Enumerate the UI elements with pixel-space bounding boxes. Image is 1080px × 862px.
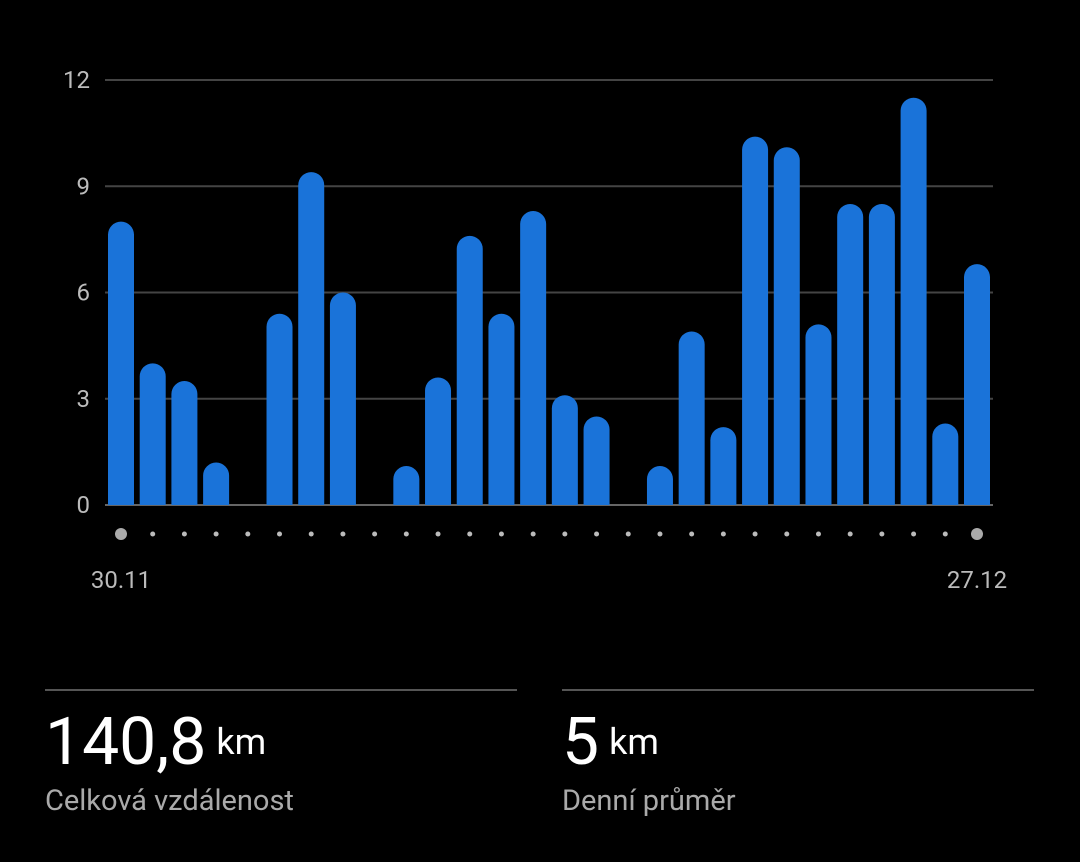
bar	[456, 235, 483, 506]
bar	[266, 313, 293, 505]
x-tick-label: 30.11	[91, 566, 151, 594]
bar	[425, 377, 452, 505]
x-tick-dot	[245, 531, 251, 537]
bar	[678, 331, 705, 505]
bar	[805, 324, 832, 505]
x-tick-dot	[530, 531, 536, 537]
stat-unit: km	[609, 721, 659, 763]
stat-number: 140,8	[45, 704, 206, 781]
x-tick-dot	[340, 531, 346, 537]
x-tick-dot	[562, 531, 568, 537]
x-tick-dot	[720, 531, 726, 537]
x-tick-dot	[115, 528, 127, 540]
bar	[171, 381, 198, 505]
x-tick-dot	[784, 531, 790, 537]
x-tick-dot	[213, 531, 219, 537]
stat-unit: km	[216, 721, 266, 763]
bar	[393, 466, 420, 505]
stat-label: Celková vzdálenost	[45, 784, 294, 818]
x-tick-dot	[435, 531, 441, 537]
bar	[773, 147, 800, 505]
x-tick-dot	[277, 531, 283, 537]
bar	[583, 416, 610, 505]
x-tick-dot	[689, 531, 695, 537]
x-tick-dot	[942, 531, 948, 537]
bar	[108, 221, 134, 505]
x-tick-dot	[308, 531, 314, 537]
bar	[329, 292, 356, 505]
bar	[900, 97, 927, 505]
y-tick-label: 3	[77, 385, 91, 413]
y-tick-label: 12	[63, 66, 90, 94]
x-tick-dot	[815, 531, 821, 537]
bar	[298, 172, 325, 505]
bar	[932, 423, 959, 505]
y-tick-label: 0	[77, 491, 91, 519]
stat-value: 5 km	[562, 704, 659, 781]
bar	[520, 211, 547, 505]
bar	[203, 462, 230, 505]
x-tick-dot	[752, 531, 758, 537]
bar	[551, 395, 578, 505]
x-tick-label: 27.12	[947, 566, 1007, 594]
x-tick-dot	[879, 531, 885, 537]
bar	[837, 203, 864, 506]
x-tick-dot	[372, 531, 378, 537]
bar	[710, 427, 737, 505]
x-tick-dot	[971, 528, 983, 540]
x-tick-dot	[150, 531, 156, 537]
y-tick-label: 6	[77, 279, 91, 307]
stat-label: Denní průměr	[562, 784, 736, 818]
x-tick-dot	[657, 531, 663, 537]
bar	[964, 264, 990, 505]
stat-number: 5	[562, 704, 599, 781]
bar	[488, 313, 515, 505]
bar	[139, 363, 166, 505]
x-tick-dot	[403, 531, 409, 537]
y-tick-label: 9	[77, 172, 91, 200]
stat-value: 140,8 km	[45, 704, 266, 781]
x-tick-dot	[498, 531, 504, 537]
x-tick-dot	[594, 531, 600, 537]
bar	[646, 466, 673, 505]
x-tick-dot	[181, 531, 187, 537]
x-tick-dot	[911, 531, 917, 537]
x-tick-dot	[467, 531, 473, 537]
x-tick-dot	[847, 531, 853, 537]
bar	[868, 203, 895, 506]
bar	[742, 136, 769, 505]
x-tick-dot	[625, 531, 631, 537]
